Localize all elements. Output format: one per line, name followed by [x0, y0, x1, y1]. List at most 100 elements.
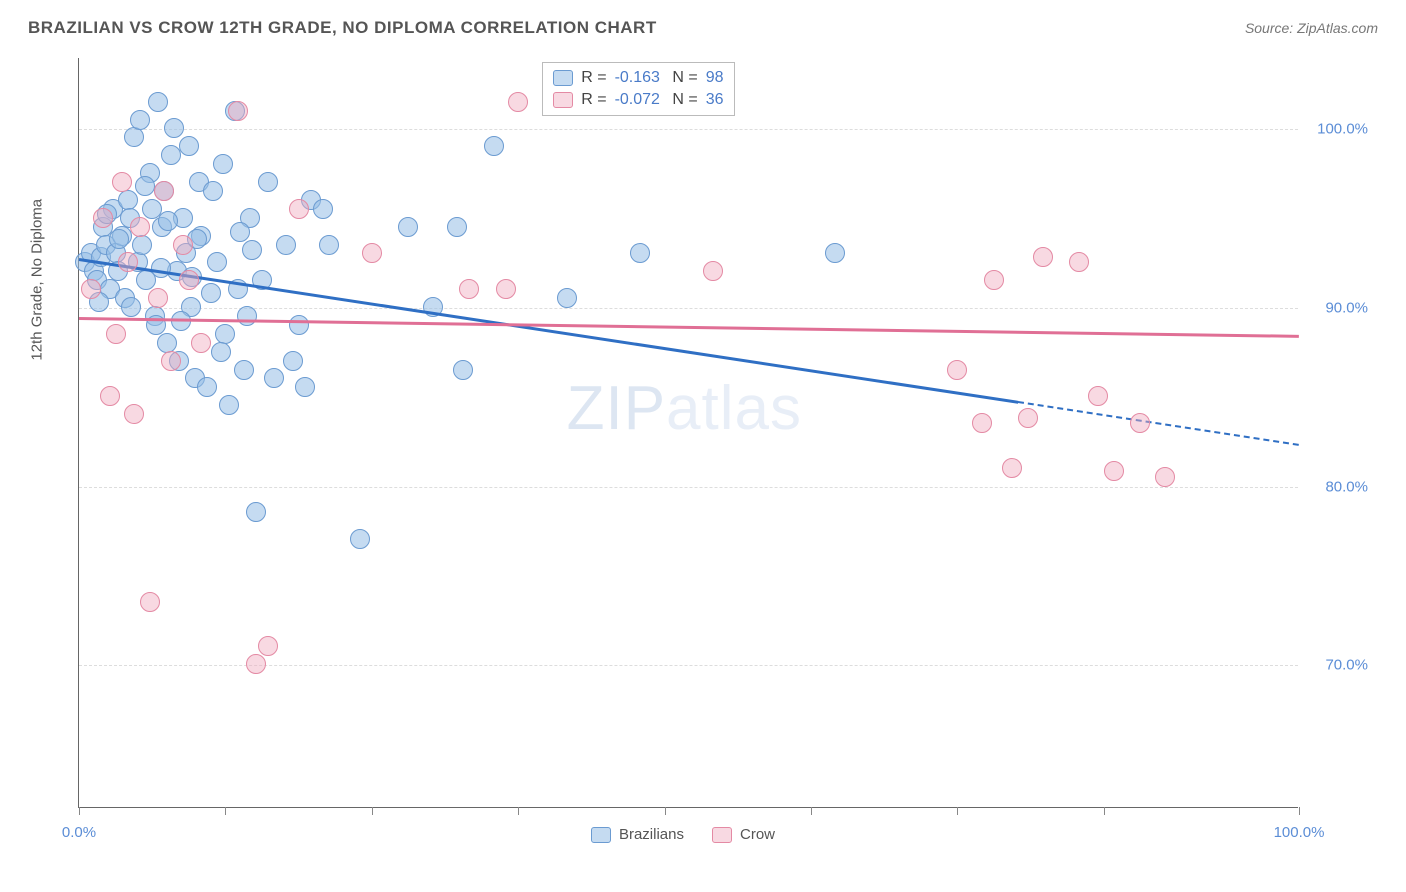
x-tick — [957, 807, 958, 815]
legend-label: Crow — [740, 826, 775, 843]
x-tick — [1104, 807, 1105, 815]
stats-row: R =-0.072 N =36 — [553, 89, 723, 111]
scatter-point — [453, 360, 473, 380]
scatter-point — [121, 297, 141, 317]
scatter-point — [1069, 252, 1089, 272]
scatter-point — [459, 279, 479, 299]
stats-legend-box: R =-0.163 N =98R =-0.072 N =36 — [542, 62, 734, 116]
scatter-point — [1155, 467, 1175, 487]
x-tick — [518, 807, 519, 815]
bottom-legend: Brazilians Crow — [591, 826, 775, 843]
stat-label: R = — [581, 69, 606, 87]
scatter-point — [283, 351, 303, 371]
stats-row: R =-0.163 N =98 — [553, 67, 723, 89]
scatter-point — [213, 154, 233, 174]
scatter-point — [1104, 461, 1124, 481]
scatter-point — [496, 279, 516, 299]
watermark: ZIPatlas — [567, 373, 802, 444]
scatter-point — [508, 92, 528, 112]
scatter-point — [179, 270, 199, 290]
scatter-point — [130, 217, 150, 237]
trend-line — [79, 317, 1299, 337]
y-tick-label: 100.0% — [1317, 121, 1368, 138]
scatter-point — [140, 592, 160, 612]
x-tick-label: 0.0% — [62, 824, 96, 841]
x-tick — [811, 807, 812, 815]
scatter-point — [132, 235, 152, 255]
x-tick — [79, 807, 80, 815]
scatter-point — [135, 176, 155, 196]
scatter-point — [825, 243, 845, 263]
scatter-point — [237, 306, 257, 326]
scatter-point — [171, 311, 191, 331]
scatter-point — [258, 172, 278, 192]
scatter-point — [106, 324, 126, 344]
r-value: -0.163 — [615, 69, 660, 87]
scatter-point — [1033, 247, 1053, 267]
chart-title: BRAZILIAN VS CROW 12TH GRADE, NO DIPLOMA… — [28, 18, 657, 38]
scatter-point — [161, 351, 181, 371]
scatter-point — [630, 243, 650, 263]
y-tick-label: 80.0% — [1325, 478, 1368, 495]
x-tick — [372, 807, 373, 815]
source-attribution: Source: ZipAtlas.com — [1245, 20, 1378, 36]
scatter-point — [81, 279, 101, 299]
scatter-point — [164, 118, 184, 138]
scatter-point — [228, 101, 248, 121]
scatter-point — [276, 235, 296, 255]
scatter-point — [234, 360, 254, 380]
y-tick-label: 70.0% — [1325, 657, 1368, 674]
gridline — [79, 308, 1298, 309]
legend-label: Brazilians — [619, 826, 684, 843]
scatter-point — [242, 240, 262, 260]
scatter-point — [1088, 386, 1108, 406]
scatter-point — [161, 145, 181, 165]
legend-item: Brazilians — [591, 826, 684, 843]
scatter-point — [398, 217, 418, 237]
scatter-point — [947, 360, 967, 380]
scatter-point — [350, 529, 370, 549]
scatter-point — [246, 654, 266, 674]
x-tick — [1299, 807, 1300, 815]
scatter-point — [319, 235, 339, 255]
scatter-point — [130, 110, 150, 130]
scatter-point — [972, 413, 992, 433]
scatter-point — [1018, 408, 1038, 428]
x-tick-label: 100.0% — [1274, 824, 1325, 841]
n-value: 98 — [706, 69, 724, 87]
scatter-point — [1130, 413, 1150, 433]
scatter-point — [157, 333, 177, 353]
scatter-point — [207, 252, 227, 272]
scatter-point — [158, 211, 178, 231]
legend-swatch — [712, 827, 732, 843]
scatter-point — [984, 270, 1004, 290]
x-tick — [665, 807, 666, 815]
legend-swatch — [553, 92, 573, 108]
scatter-point — [264, 368, 284, 388]
scatter-point — [362, 243, 382, 263]
scatter-point — [112, 172, 132, 192]
gridline — [79, 129, 1298, 130]
scatter-point — [154, 181, 174, 201]
scatter-point — [246, 502, 266, 522]
scatter-point — [118, 252, 138, 272]
scatter-point — [148, 288, 168, 308]
x-tick — [225, 807, 226, 815]
legend-swatch — [553, 70, 573, 86]
legend-item: Crow — [712, 826, 775, 843]
y-axis-label: 12th Grade, No Diploma — [29, 198, 46, 360]
n-value: 36 — [706, 91, 724, 109]
scatter-point — [93, 208, 113, 228]
scatter-point — [313, 199, 333, 219]
scatter-point — [124, 404, 144, 424]
stat-label: N = — [668, 91, 698, 109]
scatter-point — [179, 136, 199, 156]
gridline — [79, 487, 1298, 488]
scatter-point — [191, 333, 211, 353]
scatter-point — [173, 235, 193, 255]
r-value: -0.072 — [615, 91, 660, 109]
scatter-point — [447, 217, 467, 237]
scatter-point — [484, 136, 504, 156]
scatter-point — [211, 342, 231, 362]
scatter-point — [148, 92, 168, 112]
